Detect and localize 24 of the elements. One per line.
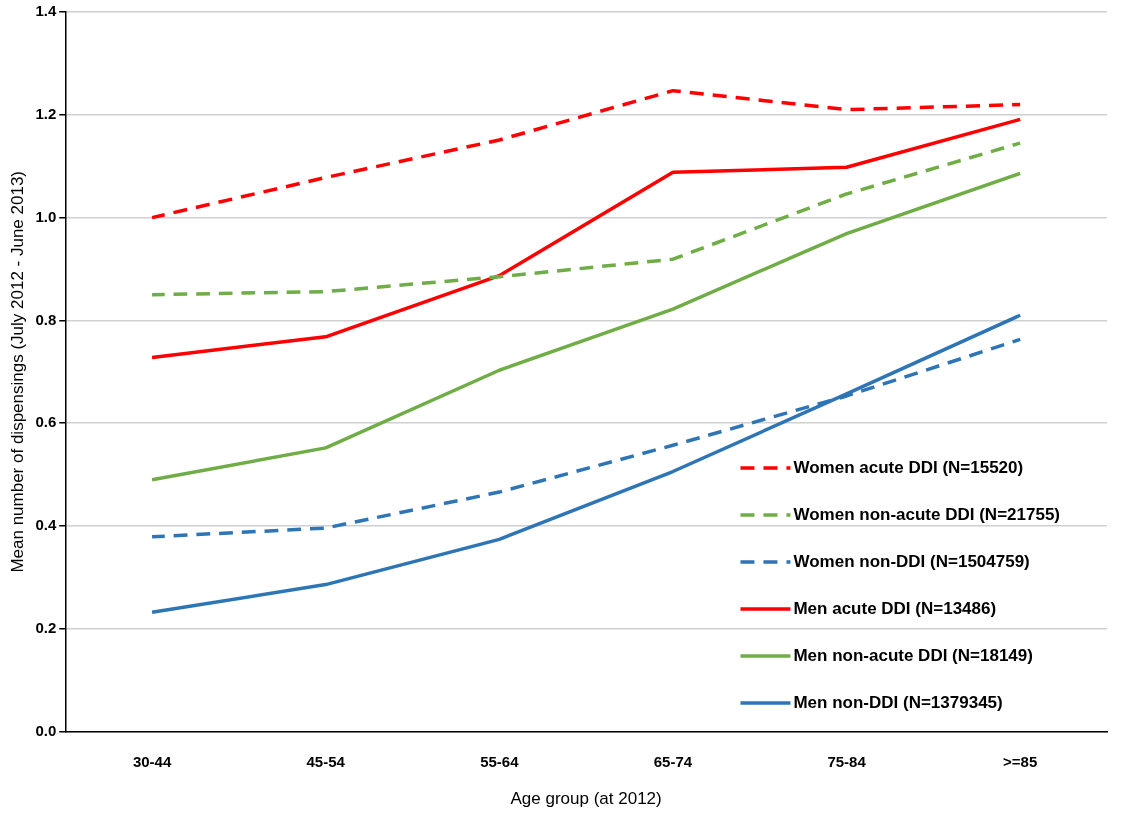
- y-axis-title: Mean number of dispensings (July 2012 - June 2013): [7, 170, 27, 573]
- y-tick-label: 0.8: [35, 310, 57, 328]
- y-tick-label: 0.2: [35, 618, 57, 636]
- legend-label: Women non-DDI (N=1504759): [793, 551, 1030, 571]
- legend-label: Men non-DDI (N=1379345): [793, 692, 1003, 712]
- line-series: [150, 141, 1022, 297]
- x-tick-label: 45-54: [306, 752, 346, 770]
- y-tick-label: 1.0: [35, 207, 57, 225]
- legend-label: Women non-acute DDI (N=21755): [793, 504, 1060, 524]
- legend-label: Men non-acute DDI (N=18149): [793, 645, 1033, 665]
- x-tick-label: 65-74: [653, 752, 693, 770]
- line-series: [150, 88, 1022, 220]
- x-tick-label: 55-64: [480, 752, 520, 770]
- legend-label: Men acute DDI (N=13486): [793, 598, 997, 618]
- y-tick-label: 0.4: [35, 516, 57, 534]
- y-tick-label: 1.4: [35, 2, 57, 20]
- x-tick-label: >=85: [1003, 752, 1038, 770]
- legend-label: Women acute DDI (N=15520): [793, 457, 1024, 477]
- y-tick-label: 1.2: [35, 104, 57, 122]
- y-tick-label: 0.0: [35, 721, 57, 739]
- x-axis-title: Age group (at 2012): [510, 789, 662, 809]
- x-tick-label: 30-44: [132, 752, 172, 770]
- x-tick-label: 75-84: [827, 752, 867, 770]
- y-tick-label: 0.6: [35, 413, 57, 431]
